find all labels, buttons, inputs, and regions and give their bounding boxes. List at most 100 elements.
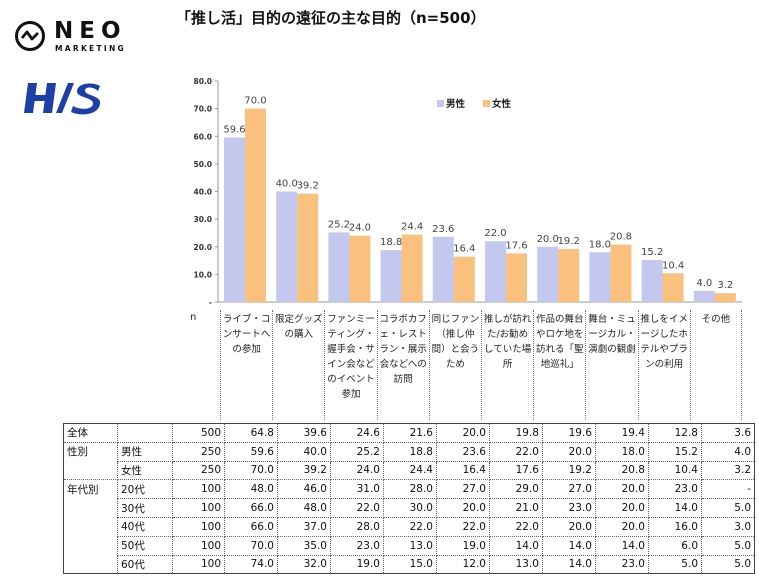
table-cell: 66.0 (224, 498, 278, 518)
bar-male (589, 252, 611, 302)
data-label: 3.2 (717, 280, 733, 291)
table-cell: 20.8 (595, 461, 649, 481)
data-label: 20.8 (610, 232, 632, 243)
row-n: 250 (172, 461, 225, 481)
row-group-label (63, 498, 118, 518)
table-row: 女性 250 70.0 39.2 24.0 24.4 16.4 17.6 19.2 20.8 10.… (63, 461, 755, 481)
chart-title: 「推し活」目的の遠征の主な目的（n=500） (176, 9, 486, 27)
data-label: 16.4 (453, 244, 475, 255)
bar-female (558, 248, 580, 302)
table-cell: 18.0 (595, 442, 649, 462)
row-group-label: 全体 (63, 423, 118, 443)
row-n: 100 (172, 555, 225, 575)
row-group-label (63, 555, 118, 575)
table-cell: 12.0 (436, 555, 490, 575)
neo-logo-text: NEO (54, 18, 127, 44)
table-cell: 70.0 (224, 461, 278, 481)
table-cell: 19.0 (330, 555, 384, 575)
legend-label: 男性 (446, 98, 466, 110)
table-cell: 19.2 (542, 461, 596, 481)
bar-female (662, 273, 684, 302)
table-cell: 24.4 (383, 461, 437, 481)
table-cell: 5.0 (701, 555, 755, 575)
table-cell: 20.0 (542, 442, 596, 462)
table-cell: 5.0 (701, 536, 755, 556)
row-sub-label: 20代 (117, 479, 173, 500)
category-label: 推しが訪れた/お勧めしていた場所 (481, 310, 533, 420)
table-cell: 22.0 (383, 517, 437, 537)
data-label: 20.0 (537, 234, 559, 245)
table-cell: 23.0 (648, 479, 702, 500)
his-logo (24, 83, 101, 115)
table-cell: 21.6 (383, 423, 437, 443)
data-label: 19.2 (558, 236, 580, 247)
row-n: 100 (172, 498, 225, 518)
data-label: 18.8 (380, 237, 402, 248)
table-cell: 3.0 (701, 517, 755, 537)
bar-male (432, 236, 454, 302)
table-cell: 23.0 (595, 555, 649, 575)
table-cell: 5.0 (701, 498, 755, 518)
table-cell: 13.0 (383, 536, 437, 556)
bar-male (693, 290, 715, 302)
data-label: 24.0 (349, 223, 371, 234)
category-label: コラボカフェ・レストラン・展示会などへの訪問 (376, 310, 429, 420)
table-cell: 14.0 (489, 536, 543, 556)
table-cell: 27.0 (436, 479, 490, 500)
data-label: 15.2 (641, 247, 663, 258)
table-cell: 18.8 (383, 442, 437, 462)
table-cell: - (701, 479, 755, 500)
table-cell: 23.0 (330, 536, 384, 556)
row-sub-label: 40代 (117, 517, 173, 537)
table-cell: 20.0 (595, 479, 649, 500)
table-cell: 48.0 (277, 498, 331, 518)
table-cell: 15.0 (383, 555, 437, 575)
data-label: 24.4 (401, 222, 423, 233)
neo-logo-subtext: MARKETING (55, 44, 127, 53)
legend-label: 女性 (492, 98, 512, 110)
table-cell: 23.6 (436, 442, 490, 462)
table-cell: 39.6 (277, 423, 331, 443)
row-sub-label: 男性 (117, 442, 173, 462)
row-sub-label: 30代 (117, 498, 173, 518)
bar-female (297, 193, 319, 302)
table-cell: 27.0 (542, 479, 596, 500)
category-label: 同じファン（推し仲間）と会うため (428, 310, 481, 420)
bar-male (328, 232, 350, 302)
data-label: 10.4 (662, 260, 684, 271)
table-cell: 20.0 (436, 423, 490, 443)
row-sub-label: 50代 (117, 536, 173, 556)
table-cell: 25.2 (330, 442, 384, 462)
table-cell: 22.0 (489, 442, 543, 462)
table-cell: 24.0 (330, 461, 384, 481)
table-cell: 35.0 (277, 536, 331, 556)
category-label: ファンミーティング・握手会・サイン会などのイベント参加 (324, 310, 376, 420)
table-cell: 24.6 (330, 423, 384, 443)
table-row: 40代 100 66.0 37.0 28.0 22.0 22.0 22.0 20.0 20.0 16… (63, 517, 755, 537)
legend-swatch (483, 100, 490, 107)
row-group-label (63, 517, 118, 537)
table-cell: 48.0 (224, 479, 278, 500)
data-label: 59.6 (223, 124, 245, 135)
table-cell: 31.0 (330, 479, 384, 500)
table-cell: 29.0 (489, 479, 543, 500)
row-n: 250 (172, 442, 225, 462)
table-cell: 19.8 (489, 423, 543, 443)
neo-marketing-logo: NEO MARKETING (14, 18, 134, 58)
table-cell: 39.2 (277, 461, 331, 481)
data-label: 17.6 (505, 240, 527, 251)
table-cell: 30.0 (383, 498, 437, 518)
row-n: 100 (172, 517, 225, 537)
table-cell: 59.6 (224, 442, 278, 462)
table-cell: 28.0 (383, 479, 437, 500)
table-cell: 19.0 (436, 536, 490, 556)
row-group-label: 年代別 (63, 479, 118, 499)
table-cell: 17.6 (489, 461, 543, 481)
table-row: 30代 100 66.0 48.0 22.0 30.0 20.0 21.0 23.0 20.0 14… (63, 498, 755, 518)
data-table: 全体 500 64.8 39.6 24.6 21.6 20.0 19.8 19.6 19.4 12.… (63, 423, 755, 575)
bar-male (224, 137, 245, 302)
category-label: ライブ・コンサートへの参加 (220, 310, 272, 420)
table-row: 年代別 20代 100 48.0 46.0 31.0 28.0 27.0 29.0 27.0 20.… (63, 479, 755, 500)
bar-male (276, 191, 298, 302)
